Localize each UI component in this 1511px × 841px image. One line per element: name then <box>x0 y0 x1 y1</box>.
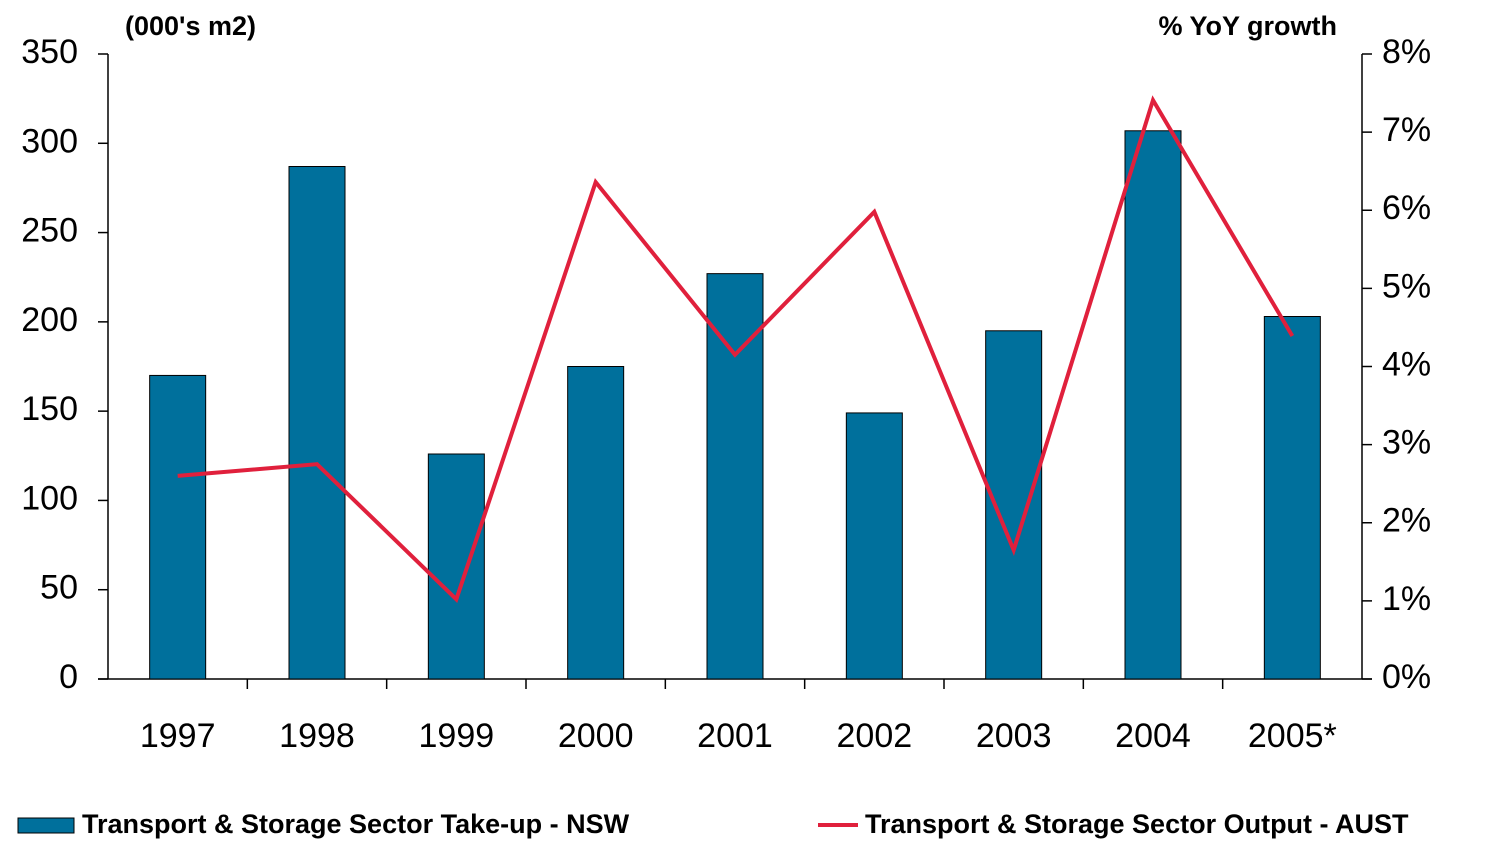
bar <box>1263 316 1321 680</box>
x-tick-label: 2005* <box>1248 717 1337 755</box>
y2-tick-label: 2% <box>1382 502 1431 540</box>
y2-tick-label: 3% <box>1382 424 1431 462</box>
bar <box>149 374 207 680</box>
x-tick-label: 2003 <box>976 717 1052 755</box>
y-tick-label: 250 <box>21 212 78 250</box>
y2-tick-label: 6% <box>1382 189 1431 227</box>
x-tick-label: 2002 <box>837 717 913 755</box>
legend-label: Transport & Storage Sector Output - AUST <box>865 809 1409 839</box>
y-tick-label: 300 <box>21 122 78 160</box>
bar <box>1124 130 1182 680</box>
line <box>177 95 1295 603</box>
y2-tick-label: 4% <box>1382 345 1431 383</box>
bar <box>427 453 485 680</box>
x-tick-label: 1999 <box>419 717 495 755</box>
bar <box>845 412 903 680</box>
y-axis-label: (000's m2) <box>125 11 256 41</box>
y-tick-label: 150 <box>21 390 78 428</box>
y2-tick-label: 5% <box>1382 267 1431 305</box>
legend-label: Transport & Storage Sector Take-up - NSW <box>82 809 630 839</box>
y-tick-label: 50 <box>40 569 78 607</box>
y-tick-label: 100 <box>21 479 78 517</box>
y2-tick-label: 1% <box>1382 580 1431 618</box>
y2-axis-label: % YoY growth <box>1158 11 1337 41</box>
y2-tick-label: 8% <box>1382 33 1431 71</box>
y2-tick-label: 7% <box>1382 111 1431 149</box>
y-tick-label: 350 <box>21 33 78 71</box>
y-tick-label: 0 <box>59 658 78 696</box>
x-tick-label: 1997 <box>140 717 216 755</box>
y-tick-label: 200 <box>21 301 78 339</box>
x-tick-label: 2004 <box>1115 717 1191 755</box>
x-tick-label: 2000 <box>558 717 634 755</box>
bar <box>567 366 625 680</box>
x-tick-label: 2001 <box>697 717 773 755</box>
x-tick-label: 1998 <box>279 717 355 755</box>
y2-tick-label: 0% <box>1382 658 1431 696</box>
bar <box>288 166 346 680</box>
legend-swatch <box>17 817 75 834</box>
bar <box>706 273 764 680</box>
